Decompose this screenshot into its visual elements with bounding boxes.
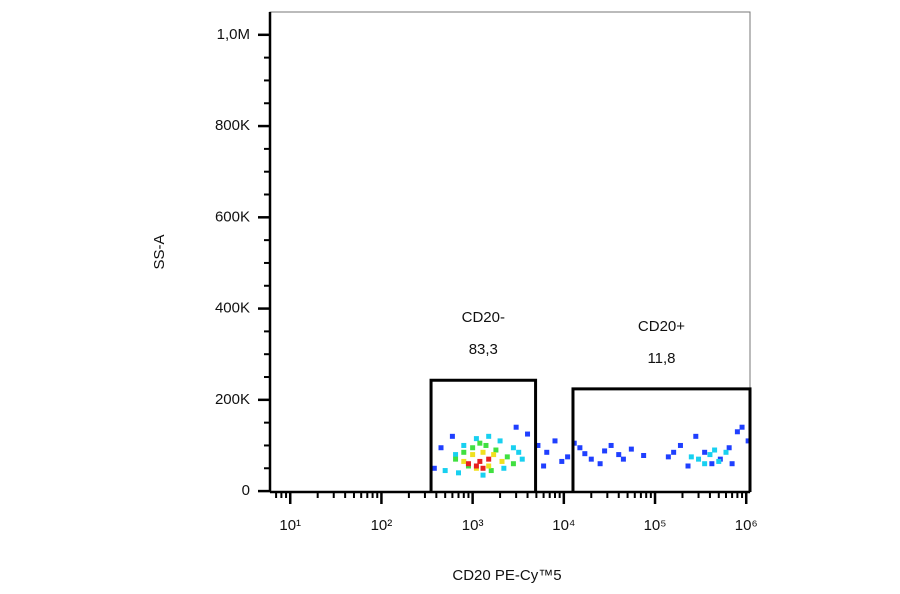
y-axis-label: SS-A: [151, 234, 168, 269]
data-point: [723, 449, 729, 455]
y-tick-label: 400K: [215, 300, 250, 317]
data-point: [473, 463, 479, 469]
data-point: [470, 452, 476, 458]
data-point: [480, 472, 486, 478]
data-point: [582, 451, 588, 457]
x-tick-label: 10²: [371, 517, 393, 534]
data-point: [565, 454, 571, 460]
x-tick-label: 10³: [462, 517, 484, 534]
data-point: [480, 449, 486, 455]
data-point: [702, 461, 708, 467]
data-point: [729, 461, 735, 467]
data-point: [438, 445, 444, 451]
data-point: [702, 449, 708, 455]
data-point: [620, 456, 626, 462]
data-point: [616, 452, 622, 458]
data-point: [488, 468, 494, 474]
data-point: [544, 449, 550, 455]
y-tick-label: 800K: [215, 117, 250, 134]
data-point: [465, 461, 471, 467]
data-point: [628, 446, 634, 452]
data-point: [665, 454, 671, 460]
data-point: [535, 442, 541, 448]
data-point: [510, 445, 516, 451]
data-point: [641, 452, 647, 458]
data-point: [493, 447, 499, 453]
data-point: [712, 447, 718, 453]
data-point: [486, 463, 492, 469]
data-point: [696, 456, 702, 462]
x-tick-label: 10⁵: [644, 517, 667, 534]
data-point: [519, 456, 525, 462]
data-point: [486, 433, 492, 439]
gate-name: CD20+: [638, 318, 685, 335]
data-point: [477, 440, 483, 446]
gate-name: CD20-: [462, 309, 505, 326]
data-point: [726, 445, 732, 451]
data-point: [552, 438, 558, 444]
data-point: [510, 461, 516, 467]
data-point: [449, 433, 455, 439]
data-point: [431, 465, 437, 471]
y-tick-label: 1,0M: [217, 26, 250, 43]
data-point: [693, 433, 699, 439]
data-point: [473, 436, 479, 442]
data-point: [541, 463, 547, 469]
data-point: [716, 458, 722, 464]
data-point: [491, 452, 497, 458]
data-point: [461, 442, 467, 448]
data-point: [501, 465, 507, 471]
data-point: [497, 438, 503, 444]
x-axis-label: CD20 PE-Cy™5: [452, 567, 561, 584]
data-point: [577, 445, 583, 451]
data-point: [597, 461, 603, 467]
gate-value: 83,3: [469, 341, 498, 358]
data-point: [486, 456, 492, 462]
data-point: [483, 442, 489, 448]
data-point: [513, 424, 519, 430]
plot-frame: [269, 11, 751, 493]
data-point: [442, 468, 448, 474]
data-point: [739, 424, 745, 430]
data-point: [470, 445, 476, 451]
data-point: [688, 454, 694, 460]
y-tick-label: 600K: [215, 208, 250, 225]
data-point: [671, 449, 677, 455]
data-point: [608, 442, 614, 448]
x-tick-label: 10⁶: [735, 517, 758, 534]
data-point: [707, 452, 713, 458]
x-tick-label: 10⁴: [552, 517, 575, 534]
data-point: [456, 470, 462, 476]
data-point: [480, 465, 486, 471]
data-point: [461, 449, 467, 455]
data-point: [461, 458, 467, 464]
data-point: [516, 449, 522, 455]
data-point: [734, 429, 740, 435]
gate: [571, 387, 752, 492]
data-point: [677, 442, 683, 448]
data-point: [525, 431, 531, 437]
data-point: [504, 454, 510, 460]
data-point: [499, 458, 505, 464]
data-point: [453, 452, 459, 458]
data-point: [745, 438, 751, 444]
data-point: [602, 448, 608, 454]
y-tick-label: 200K: [215, 391, 250, 408]
data-point: [588, 456, 594, 462]
data-point: [709, 461, 715, 467]
gate-value: 11,8: [647, 350, 675, 367]
y-tick-label: 0: [242, 482, 250, 499]
data-point: [685, 463, 691, 469]
x-tick-label: 10¹: [279, 517, 301, 534]
data-point: [453, 456, 459, 462]
gate: [429, 378, 538, 492]
data-point: [477, 458, 483, 464]
data-point: [559, 458, 565, 464]
